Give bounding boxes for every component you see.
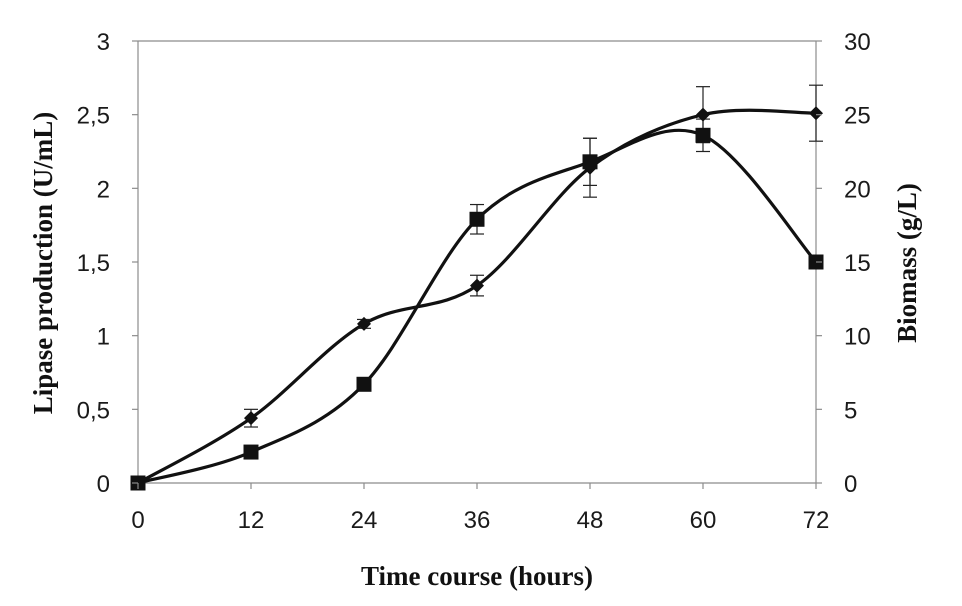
series-1-diamond-marker [470, 278, 484, 293]
x-tick-label: 0 [131, 507, 144, 534]
series-2-square-marker [469, 211, 485, 227]
y-left-tick-label: 0 [97, 471, 110, 498]
series-lines [136, 108, 818, 485]
x-tick-label: 72 [803, 507, 830, 534]
x-tick-label: 24 [351, 507, 378, 534]
y-axis-right-title: Biomass (g/L) [892, 183, 922, 343]
series-2-square-marker [582, 154, 598, 170]
y-right-tick-label: 0 [844, 471, 857, 498]
y-right-tick-label: 10 [844, 324, 871, 351]
y-left-tick-label: 1,5 [77, 250, 110, 277]
series-2-square-marker [356, 376, 372, 392]
series-1-diamond-marker [809, 106, 823, 121]
y-left-tick-label: 1 [97, 324, 110, 351]
y-axis-right-ticks: 0 5 10 15 20 25 30 [816, 29, 871, 498]
x-axis-title: Time course (hours) [361, 561, 593, 591]
y-right-tick-label: 30 [844, 29, 871, 56]
y-axis-left-title: Lipase production (U/mL) [28, 112, 58, 415]
y-axis-left-ticks: 0 0,5 1 1,5 2 2,5 3 [77, 29, 138, 498]
y-right-tick-label: 20 [844, 176, 871, 203]
y-right-tick-label: 5 [844, 397, 857, 424]
series-1-diamond-marker [357, 316, 371, 331]
x-tick-label: 36 [464, 507, 491, 534]
y-right-tick-label: 15 [844, 250, 871, 277]
x-axis-ticks: 0 12 24 36 48 60 72 [131, 483, 829, 534]
error-bars [244, 84, 823, 428]
y-left-tick-label: 3 [97, 29, 110, 56]
y-left-tick-label: 0,5 [77, 397, 110, 424]
plot-frame [137, 40, 817, 484]
series-markers [130, 106, 824, 491]
x-tick-label: 60 [690, 507, 717, 534]
series-1-line [136, 108, 818, 485]
series-2-line [136, 128, 818, 485]
y-left-tick-label: 2,5 [77, 103, 110, 130]
x-tick-label: 12 [238, 507, 265, 534]
x-tick-label: 48 [577, 507, 604, 534]
y-left-tick-label: 2 [97, 176, 110, 203]
series-2-square-marker [695, 127, 711, 143]
series-2-square-marker [243, 444, 259, 460]
series-1-diamond-marker [696, 107, 710, 122]
y-right-tick-label: 25 [844, 103, 871, 130]
series-1-diamond-marker [244, 411, 258, 426]
